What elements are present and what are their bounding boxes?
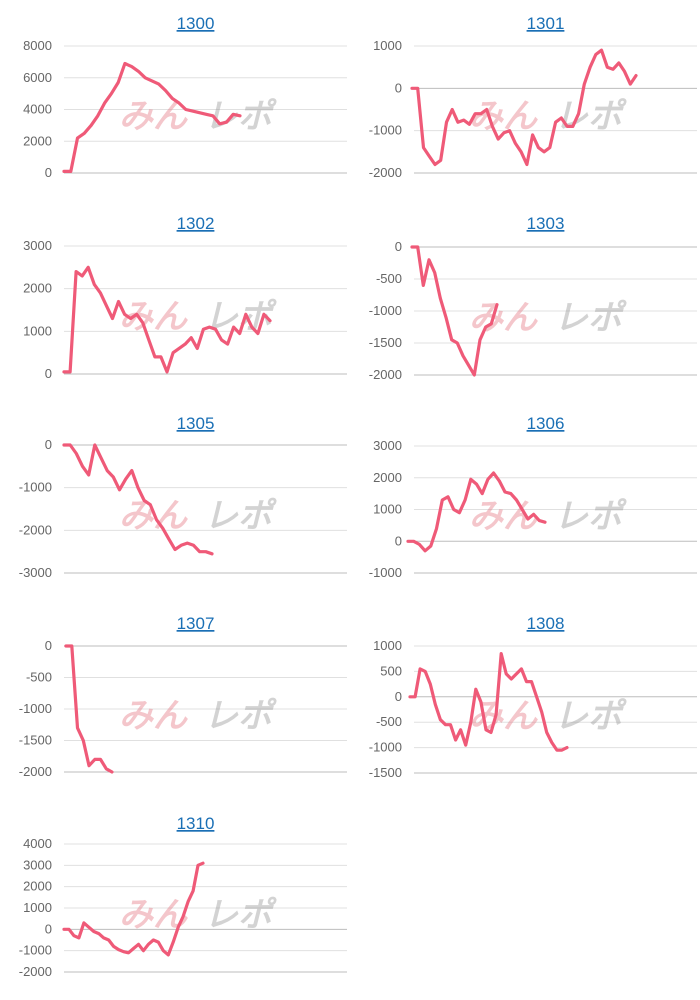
watermark-logo: レポ bbox=[554, 299, 627, 337]
series-line-1301 bbox=[410, 48, 638, 167]
chart-panel-1308: 1308 -1500 -1000 -500 0 500 1000 みん レポ bbox=[350, 600, 697, 800]
y-tick-label: 0 bbox=[395, 239, 402, 254]
y-tick-label: -2000 bbox=[369, 165, 402, 180]
y-tick-label: 1000 bbox=[373, 638, 402, 653]
y-tick-label: 2000 bbox=[23, 133, 52, 148]
y-tick-label: 2000 bbox=[23, 281, 52, 296]
y-tick-label: 4000 bbox=[23, 102, 52, 117]
series-line-1308 bbox=[408, 651, 569, 752]
chart-svg-1303: 1303 -2000 -1500 -1000 -500 0 みん レポ bbox=[369, 214, 697, 382]
y-tick-label: 2000 bbox=[23, 879, 52, 894]
y-tick-label: 0 bbox=[45, 638, 52, 653]
watermark-logo: レポ bbox=[204, 497, 277, 535]
y-tick-label: 1000 bbox=[373, 502, 402, 517]
watermark-logo: レポ bbox=[554, 98, 627, 136]
watermark-logo: みん bbox=[119, 98, 188, 136]
chart-title-link[interactable]: 1302 bbox=[177, 214, 215, 233]
y-tick-label: 0 bbox=[45, 921, 52, 936]
y-tick-label: 8000 bbox=[23, 38, 52, 53]
watermark-logo: レポ bbox=[204, 697, 277, 735]
y-tick-label: 0 bbox=[45, 437, 52, 452]
series-line-1302 bbox=[62, 265, 272, 374]
y-tick-label: -1500 bbox=[369, 335, 402, 350]
series-line-1300 bbox=[62, 61, 242, 173]
y-tick-label: 1000 bbox=[373, 38, 402, 53]
y-tick-label: 1000 bbox=[23, 900, 52, 915]
chart-svg-1307: 1307 -2000 -1500 -1000 -500 0 みん レポ bbox=[19, 614, 347, 779]
chart-panel-1307: 1307 -2000 -1500 -1000 -500 0 みん レポ bbox=[0, 600, 347, 800]
chart-panel-1306: 1306 -1000 0 1000 2000 3000 みん レポ bbox=[350, 400, 697, 600]
series-line-1306 bbox=[406, 471, 547, 553]
series-line-1303 bbox=[410, 245, 499, 377]
chart-panel-1302: 1302 0 1000 2000 3000 みん レポ bbox=[0, 200, 347, 400]
chart-panel-1300: 1300 0 2000 4000 6000 8000 みん レポ bbox=[0, 0, 347, 200]
chart-title-link[interactable]: 1303 bbox=[527, 214, 565, 233]
y-tick-label: -2000 bbox=[19, 522, 52, 537]
watermark-logo: レポ bbox=[204, 896, 277, 934]
y-tick-label: -1500 bbox=[369, 765, 402, 780]
y-tick-label: 0 bbox=[395, 80, 402, 95]
watermark-logo: レポ bbox=[554, 698, 627, 736]
y-tick-label: 3000 bbox=[23, 238, 52, 253]
watermark-logo: みん bbox=[469, 98, 538, 136]
y-tick-label: -500 bbox=[26, 670, 52, 685]
chart-panel-1301: 1301 -2000 -1000 0 1000 みん レポ bbox=[350, 0, 697, 200]
y-tick-label: -500 bbox=[376, 714, 402, 729]
y-tick-label: -1000 bbox=[369, 303, 402, 318]
watermark-logo: みん bbox=[469, 698, 538, 736]
y-tick-label: -1000 bbox=[369, 740, 402, 755]
y-tick-label: -3000 bbox=[19, 565, 52, 580]
watermark-logo: みん bbox=[119, 697, 188, 735]
y-tick-label: -2000 bbox=[19, 764, 52, 779]
y-tick-label: -2000 bbox=[19, 964, 52, 979]
y-tick-label: -1000 bbox=[19, 943, 52, 958]
y-tick-label: -1000 bbox=[369, 123, 402, 138]
y-tick-label: 6000 bbox=[23, 70, 52, 85]
y-tick-label: -1000 bbox=[19, 480, 52, 495]
y-tick-label: 3000 bbox=[23, 857, 52, 872]
y-tick-label: 2000 bbox=[373, 470, 402, 485]
y-tick-label: 0 bbox=[45, 366, 52, 381]
y-tick-label: 500 bbox=[380, 663, 402, 678]
chart-title-link[interactable]: 1310 bbox=[177, 814, 215, 833]
y-tick-label: 3000 bbox=[373, 438, 402, 453]
chart-svg-1301: 1301 -2000 -1000 0 1000 みん レポ bbox=[369, 14, 697, 180]
y-tick-label: -500 bbox=[376, 271, 402, 286]
chart-title-link[interactable]: 1305 bbox=[177, 414, 215, 433]
chart-title-link[interactable]: 1308 bbox=[527, 614, 565, 633]
y-tick-label: 4000 bbox=[23, 836, 52, 851]
y-tick-label: -1500 bbox=[19, 733, 52, 748]
chart-title-link[interactable]: 1306 bbox=[527, 414, 565, 433]
y-tick-label: 0 bbox=[395, 533, 402, 548]
series-line-1310 bbox=[62, 861, 205, 957]
chart-title-link[interactable]: 1301 bbox=[527, 14, 565, 33]
chart-panel-1310: 1310 -2000 -1000 0 1000 2000 3000 4000 みん レポ bbox=[0, 800, 347, 1000]
y-tick-label: -2000 bbox=[369, 367, 402, 382]
y-tick-label: 0 bbox=[395, 689, 402, 704]
y-tick-label: 0 bbox=[45, 165, 52, 180]
y-tick-label: -1000 bbox=[369, 565, 402, 580]
chart-panel-1303: 1303 -2000 -1500 -1000 -500 0 みん レポ bbox=[350, 200, 697, 400]
chart-title-link[interactable]: 1307 bbox=[177, 614, 215, 633]
watermark-logo: みん bbox=[469, 299, 538, 337]
series-line-1307 bbox=[64, 644, 114, 774]
chart-svg-1308: 1308 -1500 -1000 -500 0 500 1000 みん レポ bbox=[369, 614, 697, 780]
watermark-logo: レポ bbox=[554, 498, 627, 536]
y-tick-label: 1000 bbox=[23, 323, 52, 338]
chart-panel-1305: 1305 -3000 -2000 -1000 0 みん レポ bbox=[0, 400, 347, 600]
series-line-1305 bbox=[62, 443, 214, 556]
chart-title-link[interactable]: 1300 bbox=[177, 14, 215, 33]
y-tick-label: -1000 bbox=[19, 701, 52, 716]
